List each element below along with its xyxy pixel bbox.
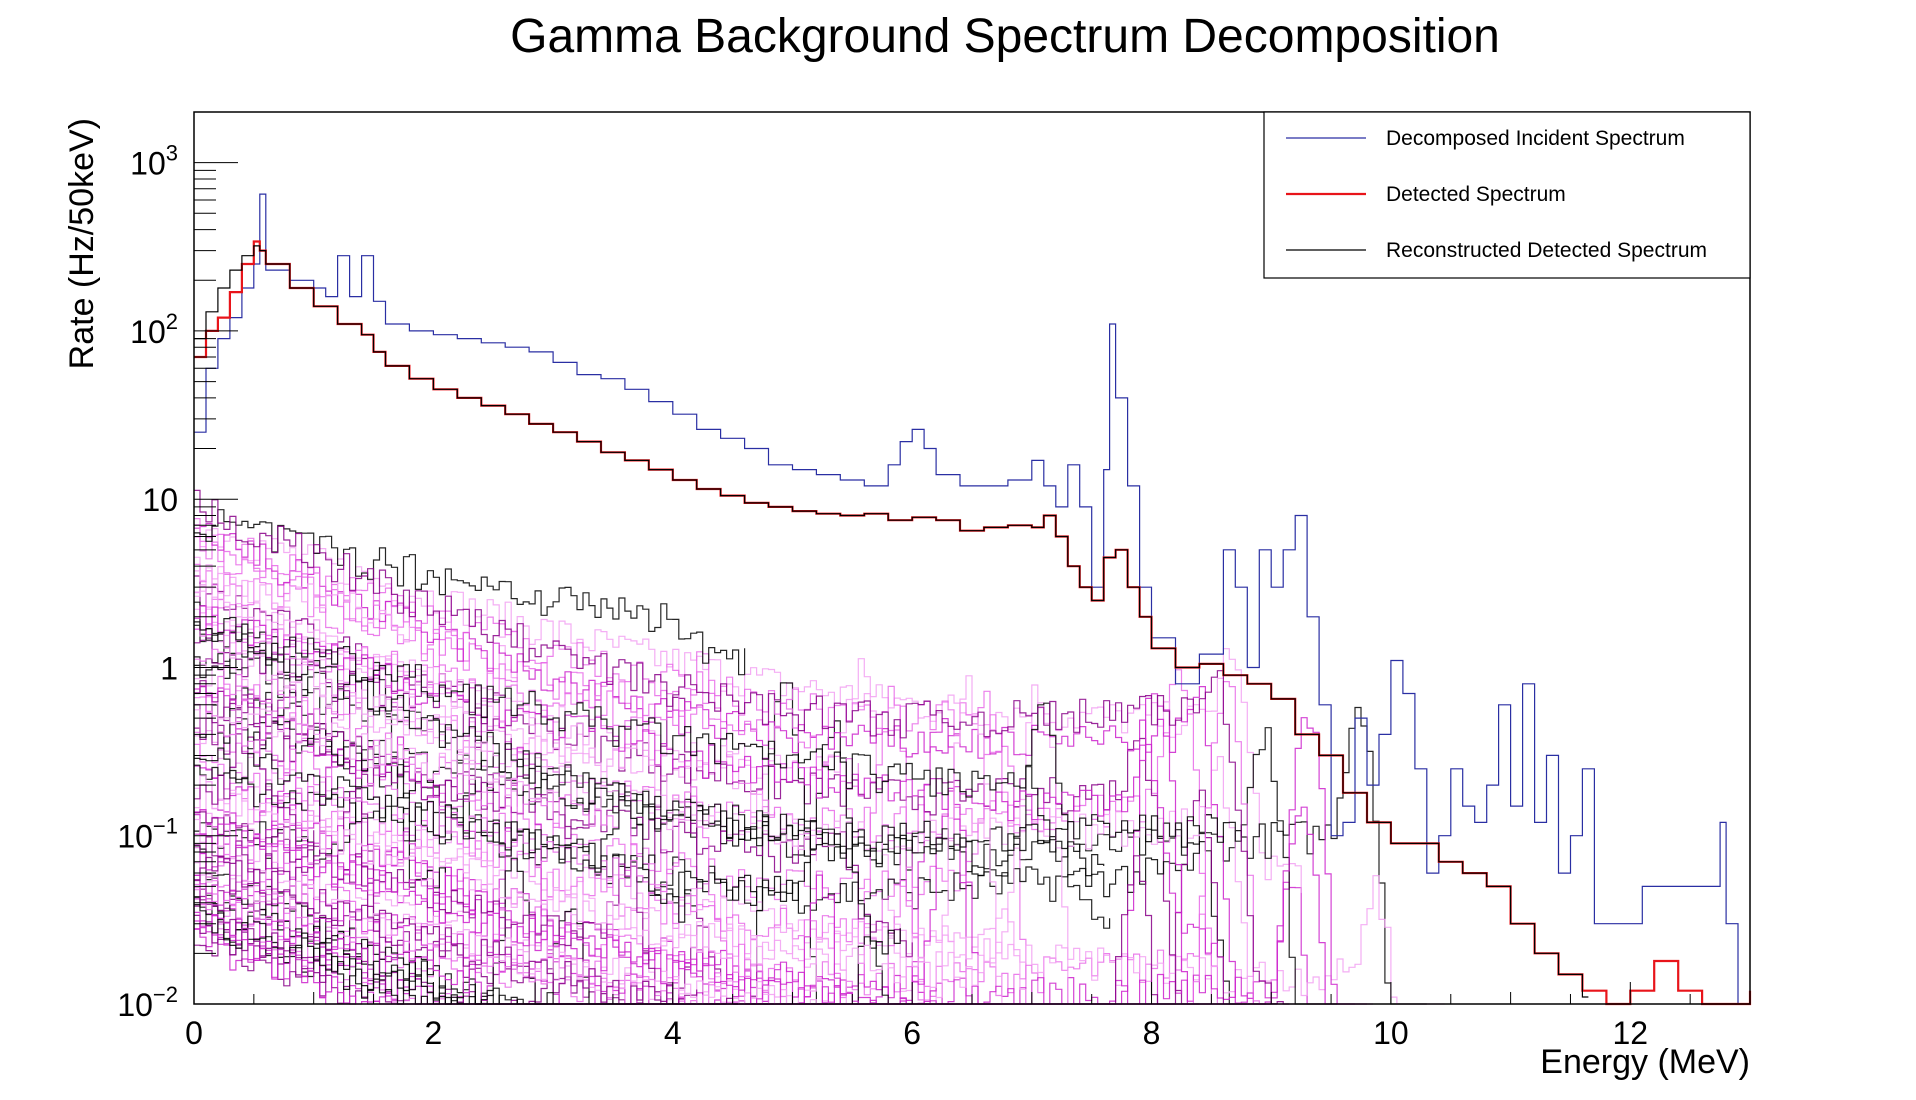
y-axis: 10−2 10−1 1 10 102 103 [117,111,238,1023]
series-layer [194,193,1752,1006]
x-tick-label: 8 [1143,1015,1161,1051]
component-spectrum [194,743,1278,1005]
legend-label-2: Detected Spectrum [1386,183,1566,206]
component-spectra [194,489,1445,1005]
x-tick-label: 2 [424,1015,442,1051]
x-tick-label: 10 [1373,1015,1409,1051]
y-tick-label: 10−2 [117,982,178,1023]
component-spectrum [194,614,859,787]
component-spectrum [194,747,692,923]
component-spectrum [194,717,1373,1005]
component-spectrum [194,489,1290,1005]
legend-label-3: Reconstructed Detected Spectrum [1386,239,1707,262]
series-line-3 [194,245,1589,998]
component-spectrum [194,675,1062,1005]
component-spectrum [194,693,315,849]
component-spectrum [194,702,554,802]
component-spectrum [194,857,583,1005]
x-tick-label: 4 [664,1015,682,1051]
component-spectrum [194,509,746,676]
legend-label-1: Decomposed Incident Spectrum [1386,127,1685,150]
series-line-1 [194,193,1744,1005]
x-axis: 0 2 4 6 8 10 12 [185,982,1751,1051]
y-tick-label: 102 [130,309,178,350]
component-spectrum [194,702,1111,929]
component-spectrum [194,528,1302,893]
y-tick-label: 1 [160,650,178,686]
y-tick-label: 10−1 [117,814,178,855]
y-tick-label: 10 [142,482,178,518]
component-spectrum [194,616,1105,877]
component-spectrum [194,786,381,920]
chart-title: Gamma Background Spectrum Decomposition [510,10,1500,63]
x-tick-label: 12 [1613,1015,1649,1051]
component-spectrum [194,563,470,668]
x-axis-label: Energy (MeV) [1540,1043,1750,1081]
y-tick-label: 103 [130,141,178,182]
component-spectrum [194,523,1272,1005]
y-axis-label: Rate (Hz/50keV) [63,118,101,369]
x-tick-label: 0 [185,1015,203,1051]
component-spectrum [194,781,1445,1005]
component-spectrum [194,601,1338,1005]
component-spectrum [194,703,764,986]
component-spectrum [194,524,776,816]
component-spectrum [194,775,1074,1005]
component-spectrum [194,564,410,643]
component-spectrum [194,605,1218,957]
legend: Decomposed Incident Spectrum Detected Spe… [1263,111,1751,279]
x-tick-label: 6 [903,1015,921,1051]
